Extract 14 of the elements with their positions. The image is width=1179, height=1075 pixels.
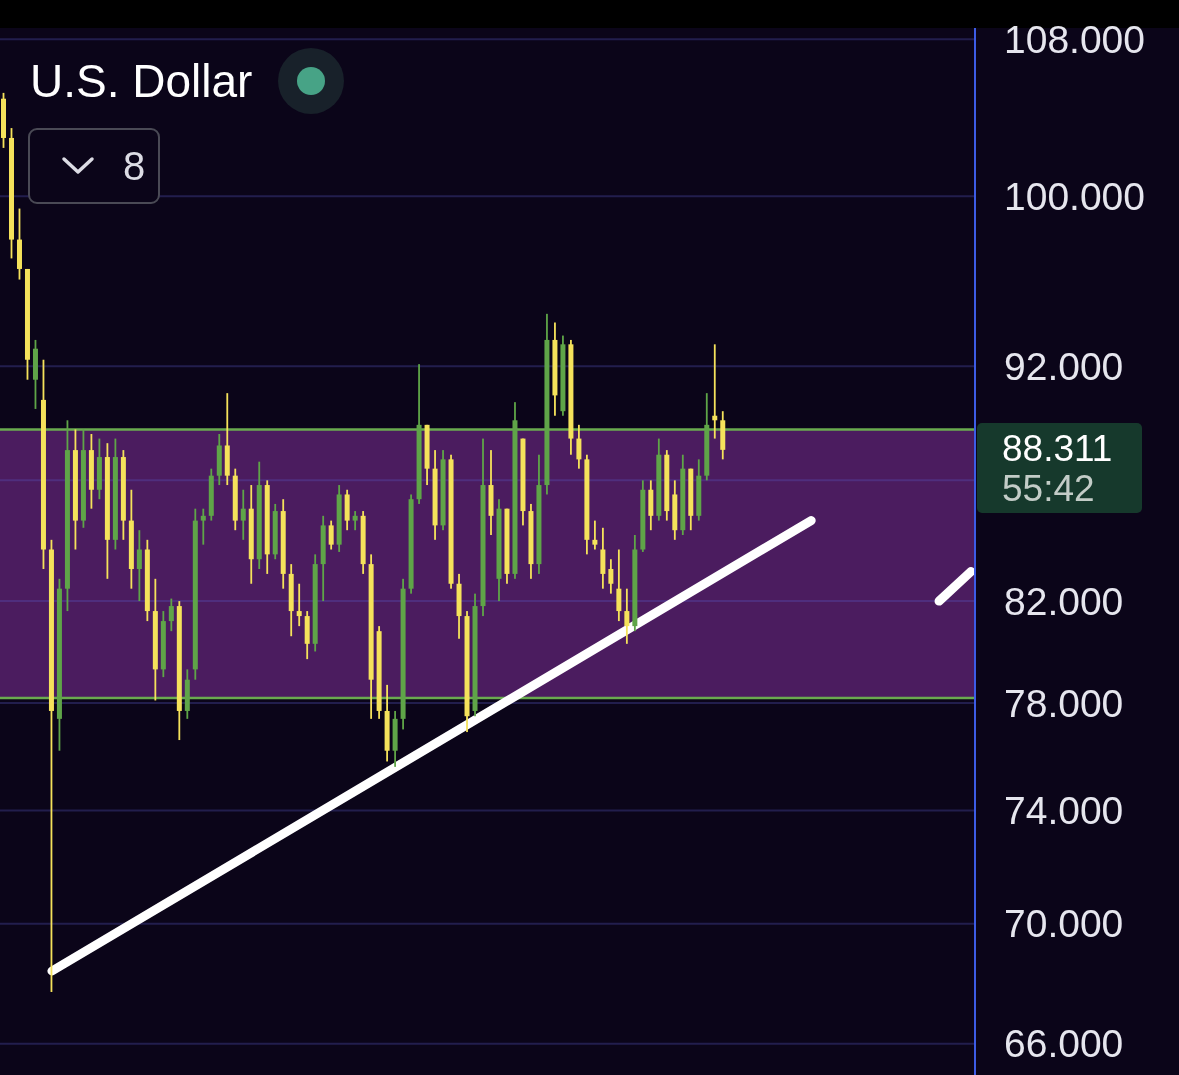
text: U.S. Dollar — [30, 54, 253, 109]
y-tick-label: 108.000 — [1004, 17, 1145, 61]
toggle-button: 8 — [28, 128, 160, 204]
y-tick-label: 100.000 — [1004, 174, 1145, 218]
y-tick-label: 74.000 — [1004, 788, 1124, 832]
y-tick-label: 66.000 — [1004, 1022, 1124, 1066]
annotation: 8 — [123, 143, 146, 189]
y-tick-label: 92.000 — [1004, 344, 1124, 388]
candlestick — [296, 583, 302, 627]
y-tick-label: 78.000 — [1004, 681, 1124, 725]
y-tick-label: 82.000 — [1004, 579, 1124, 623]
price-tag: 88.311 55:42 — [977, 422, 1142, 513]
y-tick-label: 70.000 — [1004, 902, 1124, 946]
candlestick — [200, 508, 206, 545]
